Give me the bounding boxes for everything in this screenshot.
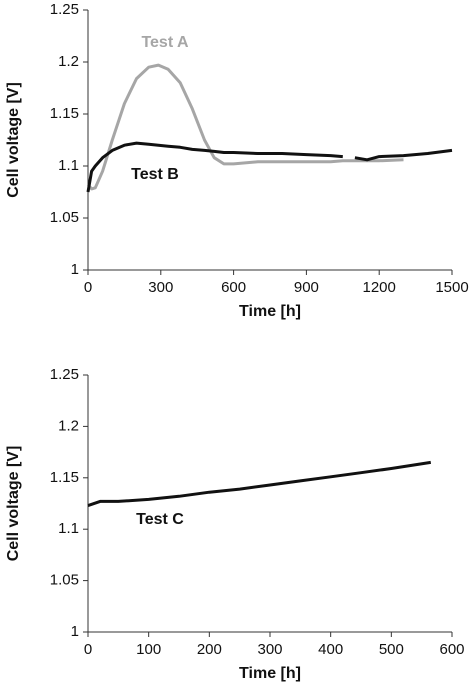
x-tick-label: 200	[197, 641, 222, 658]
y-tick-label: 1.05	[50, 209, 79, 226]
x-tick-label: 1200	[363, 279, 396, 296]
x-tick-label: 600	[221, 279, 246, 296]
x-tick-label: 1500	[435, 279, 468, 296]
chart-panel: 1 1.05 1.1 1.15 1.2 1.25 0 100 200 300 400 500 600 Ti…	[5, 366, 464, 682]
x-tick-label: 600	[439, 641, 464, 658]
y-tick-label: 1.1	[58, 157, 79, 174]
y-axis-label: Cell voltage [V]	[5, 446, 22, 562]
y-tick-label: 1.15	[50, 469, 79, 486]
series-line	[87, 460, 432, 508]
series-label: Test B	[131, 166, 179, 183]
series-line	[86, 63, 404, 191]
x-tick-label: 0	[84, 641, 92, 658]
y-tick-label: 1.1	[58, 520, 79, 537]
series-label: Test A	[141, 34, 189, 51]
x-tick-label: 300	[257, 641, 282, 658]
x-tick-label: 500	[379, 641, 404, 658]
y-tick-label: 1.25	[50, 1, 79, 18]
x-axis-label: Time [h]	[239, 665, 301, 682]
y-tick-label: 1.25	[50, 366, 79, 383]
x-tick-label: 900	[294, 279, 319, 296]
x-tick-label: 300	[148, 279, 173, 296]
series-line	[86, 141, 453, 193]
y-tick-label: 1.2	[58, 417, 79, 434]
x-tick-label: 100	[136, 641, 161, 658]
y-tick-label: 1.2	[58, 53, 79, 70]
x-axis-label: Time [h]	[239, 303, 301, 320]
series-label: Test C	[136, 511, 184, 528]
x-tick-label: 400	[318, 641, 343, 658]
y-tick-label: 1	[71, 261, 79, 278]
x-tick-label: 0	[84, 279, 92, 296]
y-axis-label: Cell voltage [V]	[5, 82, 22, 198]
y-tick-label: 1.15	[50, 105, 79, 122]
y-tick-label: 1	[71, 623, 79, 640]
chart-panel: 1 1.05 1.1 1.15 1.2 1.25 0 300 600 900 1200 1500 Tim…	[5, 1, 468, 320]
y-tick-label: 1.05	[50, 572, 79, 589]
